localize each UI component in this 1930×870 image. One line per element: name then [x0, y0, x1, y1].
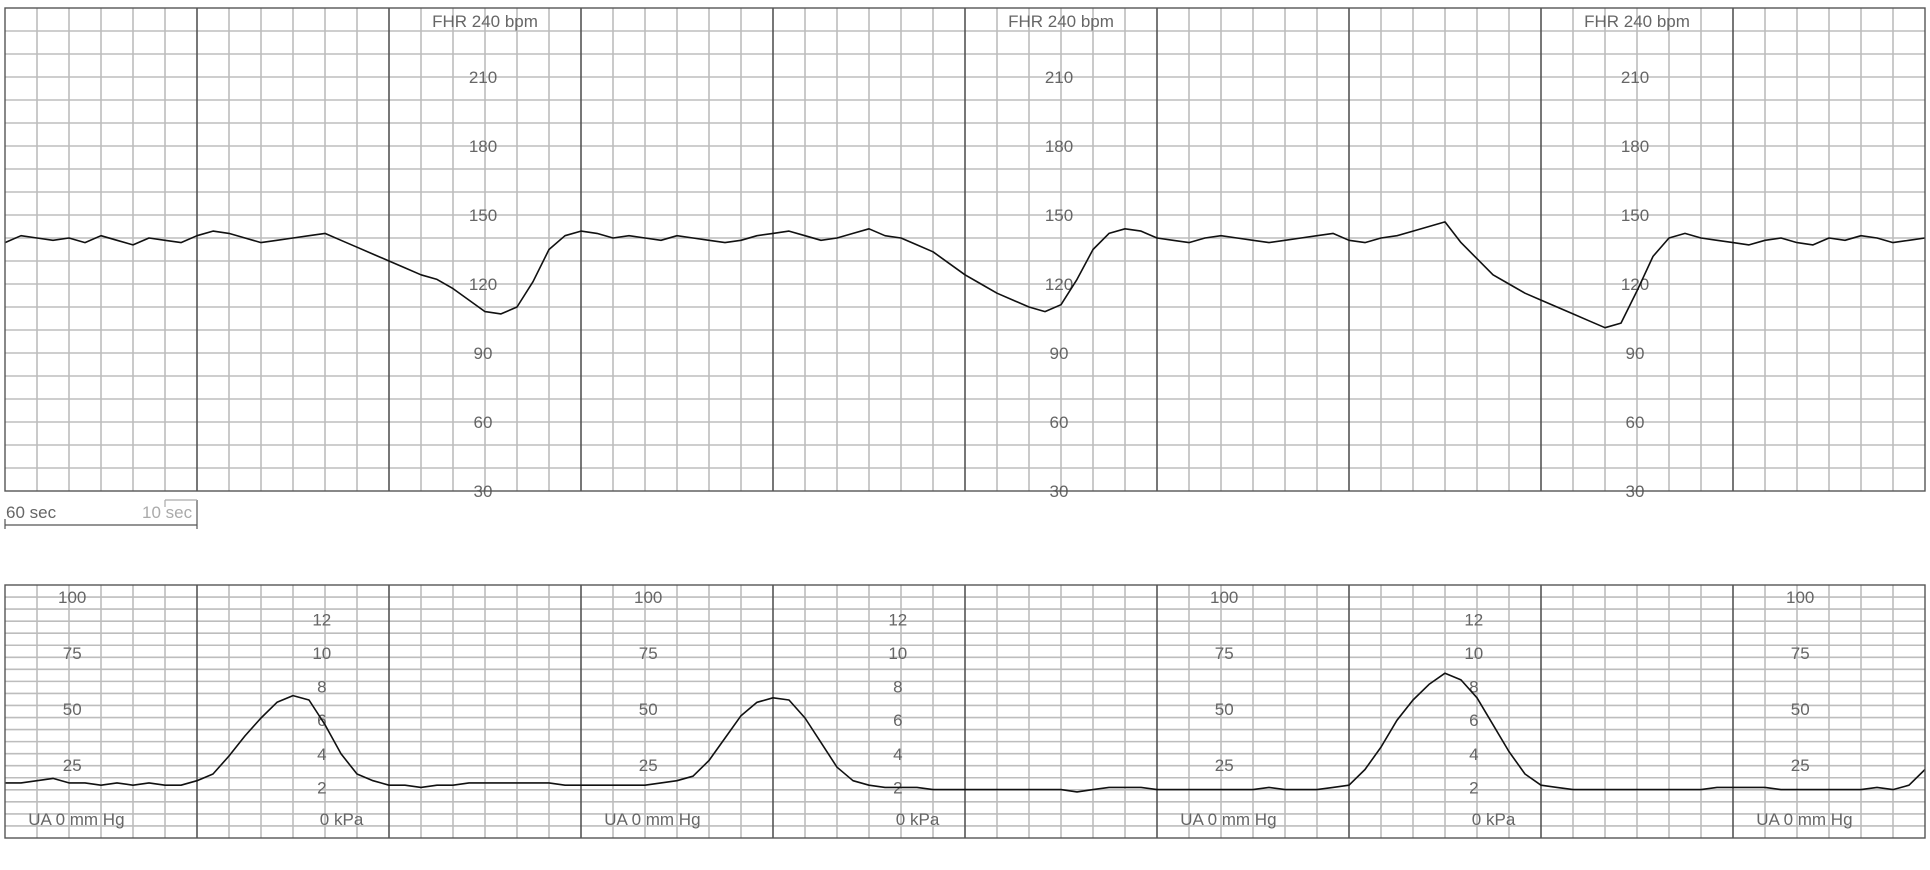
- fhr-tick-label: 210: [469, 68, 497, 87]
- ua-mmhg-tick-label: 100: [634, 588, 662, 607]
- ua-mmhg-footer-4: UA 0 mm Hg: [1756, 810, 1852, 829]
- fhr-header-label-2: FHR 240 bpm: [1008, 12, 1114, 31]
- ua-kpa-tick-label: 8: [893, 678, 902, 697]
- ua-mmhg-tick-label: 25: [1791, 756, 1810, 775]
- ua-kpa-tick-label: 6: [893, 711, 902, 730]
- ua-mmhg-footer-1: UA 0 mm Hg: [28, 810, 124, 829]
- ua-mmhg-tick-label: 25: [1215, 756, 1234, 775]
- ua-mmhg-footer-3: UA 0 mm Hg: [1180, 810, 1276, 829]
- ua-kpa-tick-label: 4: [317, 745, 326, 764]
- fhr-border: [4, 7, 1926, 492]
- ua-kpa-tick-label: 2: [317, 778, 326, 797]
- fhr-tick-label: 60: [1626, 413, 1645, 432]
- ua-mmhg-tick-label: 25: [639, 756, 658, 775]
- fhr-header-label-3: FHR 240 bpm: [1584, 12, 1690, 31]
- fhr-tick-label: 210: [1621, 68, 1649, 87]
- fhr-tick-label: 120: [1621, 275, 1649, 294]
- scale-label-10sec: 10 sec: [142, 503, 193, 522]
- ua-kpa-tick-label: 8: [1469, 678, 1478, 697]
- ua-kpa-tick-label: 2: [1469, 778, 1478, 797]
- fhr-trace: [4, 221, 1926, 329]
- ua-kpa-tick-label: 10: [888, 644, 907, 663]
- fhr-tick-label: 90: [1050, 344, 1069, 363]
- ua-kpa-footer-2: 0 kPa: [896, 810, 940, 829]
- ua-mmhg-tick-label: 75: [639, 644, 658, 663]
- fhr-tick-label: 150: [1045, 206, 1073, 225]
- fhr-tick-label: 120: [1045, 275, 1073, 294]
- fhr-tick-label: 150: [1621, 206, 1649, 225]
- scale-label-60sec: 60 sec: [6, 503, 57, 522]
- ua-mmhg-tick-label: 75: [1791, 644, 1810, 663]
- ua-mmhg-tick-label: 75: [63, 644, 82, 663]
- fhr-tick-label: 150: [469, 206, 497, 225]
- ua-kpa-tick-label: 10: [1464, 644, 1483, 663]
- fhr-tick-label: 120: [469, 275, 497, 294]
- fhr-tick-label: 60: [1050, 413, 1069, 432]
- ua-trace: [5, 672, 1926, 793]
- ua-mmhg-tick-label: 50: [1215, 700, 1234, 719]
- fhr-tick-label: 180: [1045, 137, 1073, 156]
- ua-panel: 100 75 50 25 UA 0 mm Hg 100 75 50 25 UA 0 mm Hg 10…: [4, 584, 1926, 839]
- fhr-tick-label: 90: [474, 344, 493, 363]
- ua-kpa-tick-label: 4: [893, 745, 902, 764]
- ua-kpa-footer-1: 0 kPa: [320, 810, 364, 829]
- ua-kpa-tick-label: 10: [312, 644, 331, 663]
- ua-kpa-tick-label: 6: [1469, 711, 1478, 730]
- ua-grid: [5, 585, 1925, 838]
- fhr-tick-label: 210: [1045, 68, 1073, 87]
- ua-kpa-tick-label: 4: [1469, 745, 1478, 764]
- ua-border: [4, 584, 1926, 839]
- fhr-tick-label: 180: [1621, 137, 1649, 156]
- fhr-tick-label: 60: [474, 413, 493, 432]
- ua-mmhg-tick-label: 75: [1215, 644, 1234, 663]
- ua-kpa-tick-label: 12: [888, 610, 907, 629]
- ua-kpa-tick-label: 12: [1464, 610, 1483, 629]
- fhr-tick-label: 90: [1626, 344, 1645, 363]
- fhr-header-label-1: FHR 240 bpm: [432, 12, 538, 31]
- ua-mmhg-tick-label: 25: [63, 756, 82, 775]
- ua-kpa-tick-label: 12: [312, 610, 331, 629]
- ua-mmhg-tick-label: 100: [1210, 588, 1238, 607]
- time-scale-bar: 60 sec 10 sec: [4, 499, 198, 529]
- ua-mmhg-tick-label: 100: [58, 588, 86, 607]
- ua-kpa-tick-label: 8: [317, 678, 326, 697]
- ua-mmhg-tick-label: 50: [639, 700, 658, 719]
- ua-kpa-footer-3: 0 kPa: [1472, 810, 1516, 829]
- fhr-tick-label: 180: [469, 137, 497, 156]
- ua-mmhg-tick-label: 50: [63, 700, 82, 719]
- ua-mmhg-footer-2: UA 0 mm Hg: [604, 810, 700, 829]
- ua-labels: 100 75 50 25 UA 0 mm Hg 100 75 50 25 UA 0 mm Hg 10…: [28, 588, 1852, 829]
- ua-mmhg-tick-label: 50: [1791, 700, 1810, 719]
- fhr-grid: [5, 8, 1925, 491]
- ua-mmhg-tick-label: 100: [1786, 588, 1814, 607]
